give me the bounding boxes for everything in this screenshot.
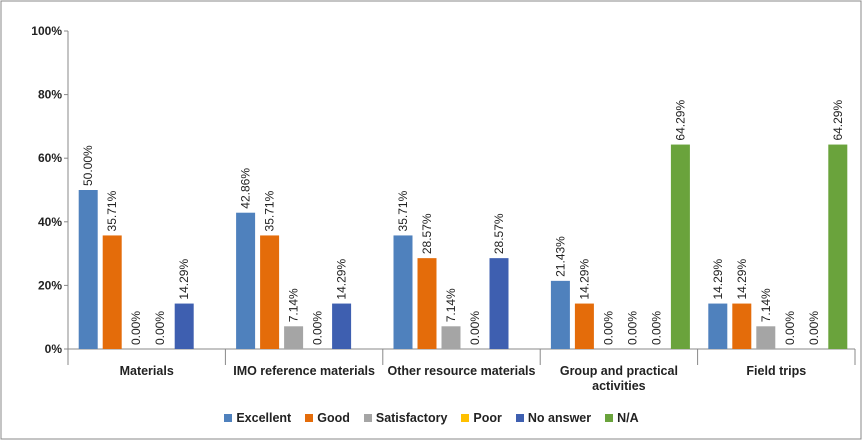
bar (828, 144, 848, 349)
bar (574, 303, 594, 349)
legend-swatch (461, 414, 470, 422)
bar (489, 258, 509, 349)
value-label: 28.57% (492, 213, 506, 254)
x-tick-label: Other resource materials (387, 364, 536, 378)
bar (332, 303, 352, 349)
bar (260, 235, 280, 349)
legend-item: Excellent (224, 411, 291, 425)
legend-swatch (224, 414, 233, 422)
value-label: 42.86% (239, 168, 253, 209)
legend-label: Poor (473, 411, 502, 425)
value-label: 14.29% (335, 259, 349, 300)
legend-label: N/A (617, 411, 639, 425)
legend-swatch (605, 414, 614, 422)
bar (284, 326, 304, 349)
value-label: 0.00% (649, 311, 663, 345)
y-tick-label: 80% (38, 88, 62, 102)
bar (393, 235, 413, 349)
x-tick-label: Materials (119, 364, 174, 378)
legend: Excellent Good Satisfactory Poor No answer N/… (0, 411, 863, 425)
y-tick-label: 60% (38, 151, 62, 165)
x-tick-label: Field trips (746, 364, 807, 378)
y-tick-label: 40% (38, 215, 62, 229)
value-label: 0.00% (468, 311, 482, 345)
value-label: 14.29% (177, 259, 191, 300)
y-tick-label: 20% (38, 278, 62, 292)
bar (417, 258, 437, 349)
legend-label: Excellent (236, 411, 292, 425)
value-label: 0.00% (625, 311, 639, 345)
legend-item: Satisfactory (363, 411, 448, 425)
bar (78, 190, 98, 349)
value-label: 7.14% (759, 288, 773, 322)
value-label: 0.00% (129, 311, 143, 345)
value-label: 14.29% (711, 259, 725, 300)
legend-item: Poor (461, 411, 502, 425)
legend-label: Satisfactory (375, 411, 448, 425)
value-label: 0.00% (153, 311, 167, 345)
legend-swatch (305, 414, 314, 422)
legend-label: No answer (527, 411, 592, 425)
value-label: 0.00% (601, 311, 615, 345)
value-label: 0.00% (311, 311, 325, 345)
y-tick-label: 100% (31, 24, 62, 38)
bar (102, 235, 122, 349)
value-label: 64.29% (673, 100, 687, 141)
value-label: 35.71% (105, 190, 119, 231)
bar (441, 326, 461, 349)
legend-item: No answer (515, 411, 592, 425)
value-label: 64.29% (831, 100, 845, 141)
legend-label: Good (317, 411, 350, 425)
value-label: 0.00% (807, 311, 821, 345)
legend-item: Good (305, 411, 350, 425)
legend-swatch (515, 414, 524, 422)
value-label: 35.71% (263, 190, 277, 231)
bar (732, 303, 752, 349)
value-label: 0.00% (783, 311, 797, 345)
value-label: 7.14% (287, 288, 301, 322)
x-tick-label: Group and practical activities (559, 364, 678, 393)
legend-item: N/A (605, 411, 639, 425)
bar (708, 303, 728, 349)
y-tick-label: 0% (45, 342, 63, 356)
bar (174, 303, 194, 349)
bar (236, 212, 256, 349)
bar (756, 326, 776, 349)
value-label: 14.29% (735, 259, 749, 300)
value-label: 7.14% (444, 288, 458, 322)
value-label: 14.29% (577, 259, 591, 300)
bar (670, 144, 690, 349)
value-label: 50.00% (81, 145, 95, 186)
value-label: 21.43% (553, 236, 567, 277)
value-label: 28.57% (420, 213, 434, 254)
value-label: 35.71% (396, 190, 410, 231)
legend-swatch (363, 414, 372, 422)
x-tick-label: IMO reference materials (233, 364, 375, 378)
bar (550, 280, 570, 349)
